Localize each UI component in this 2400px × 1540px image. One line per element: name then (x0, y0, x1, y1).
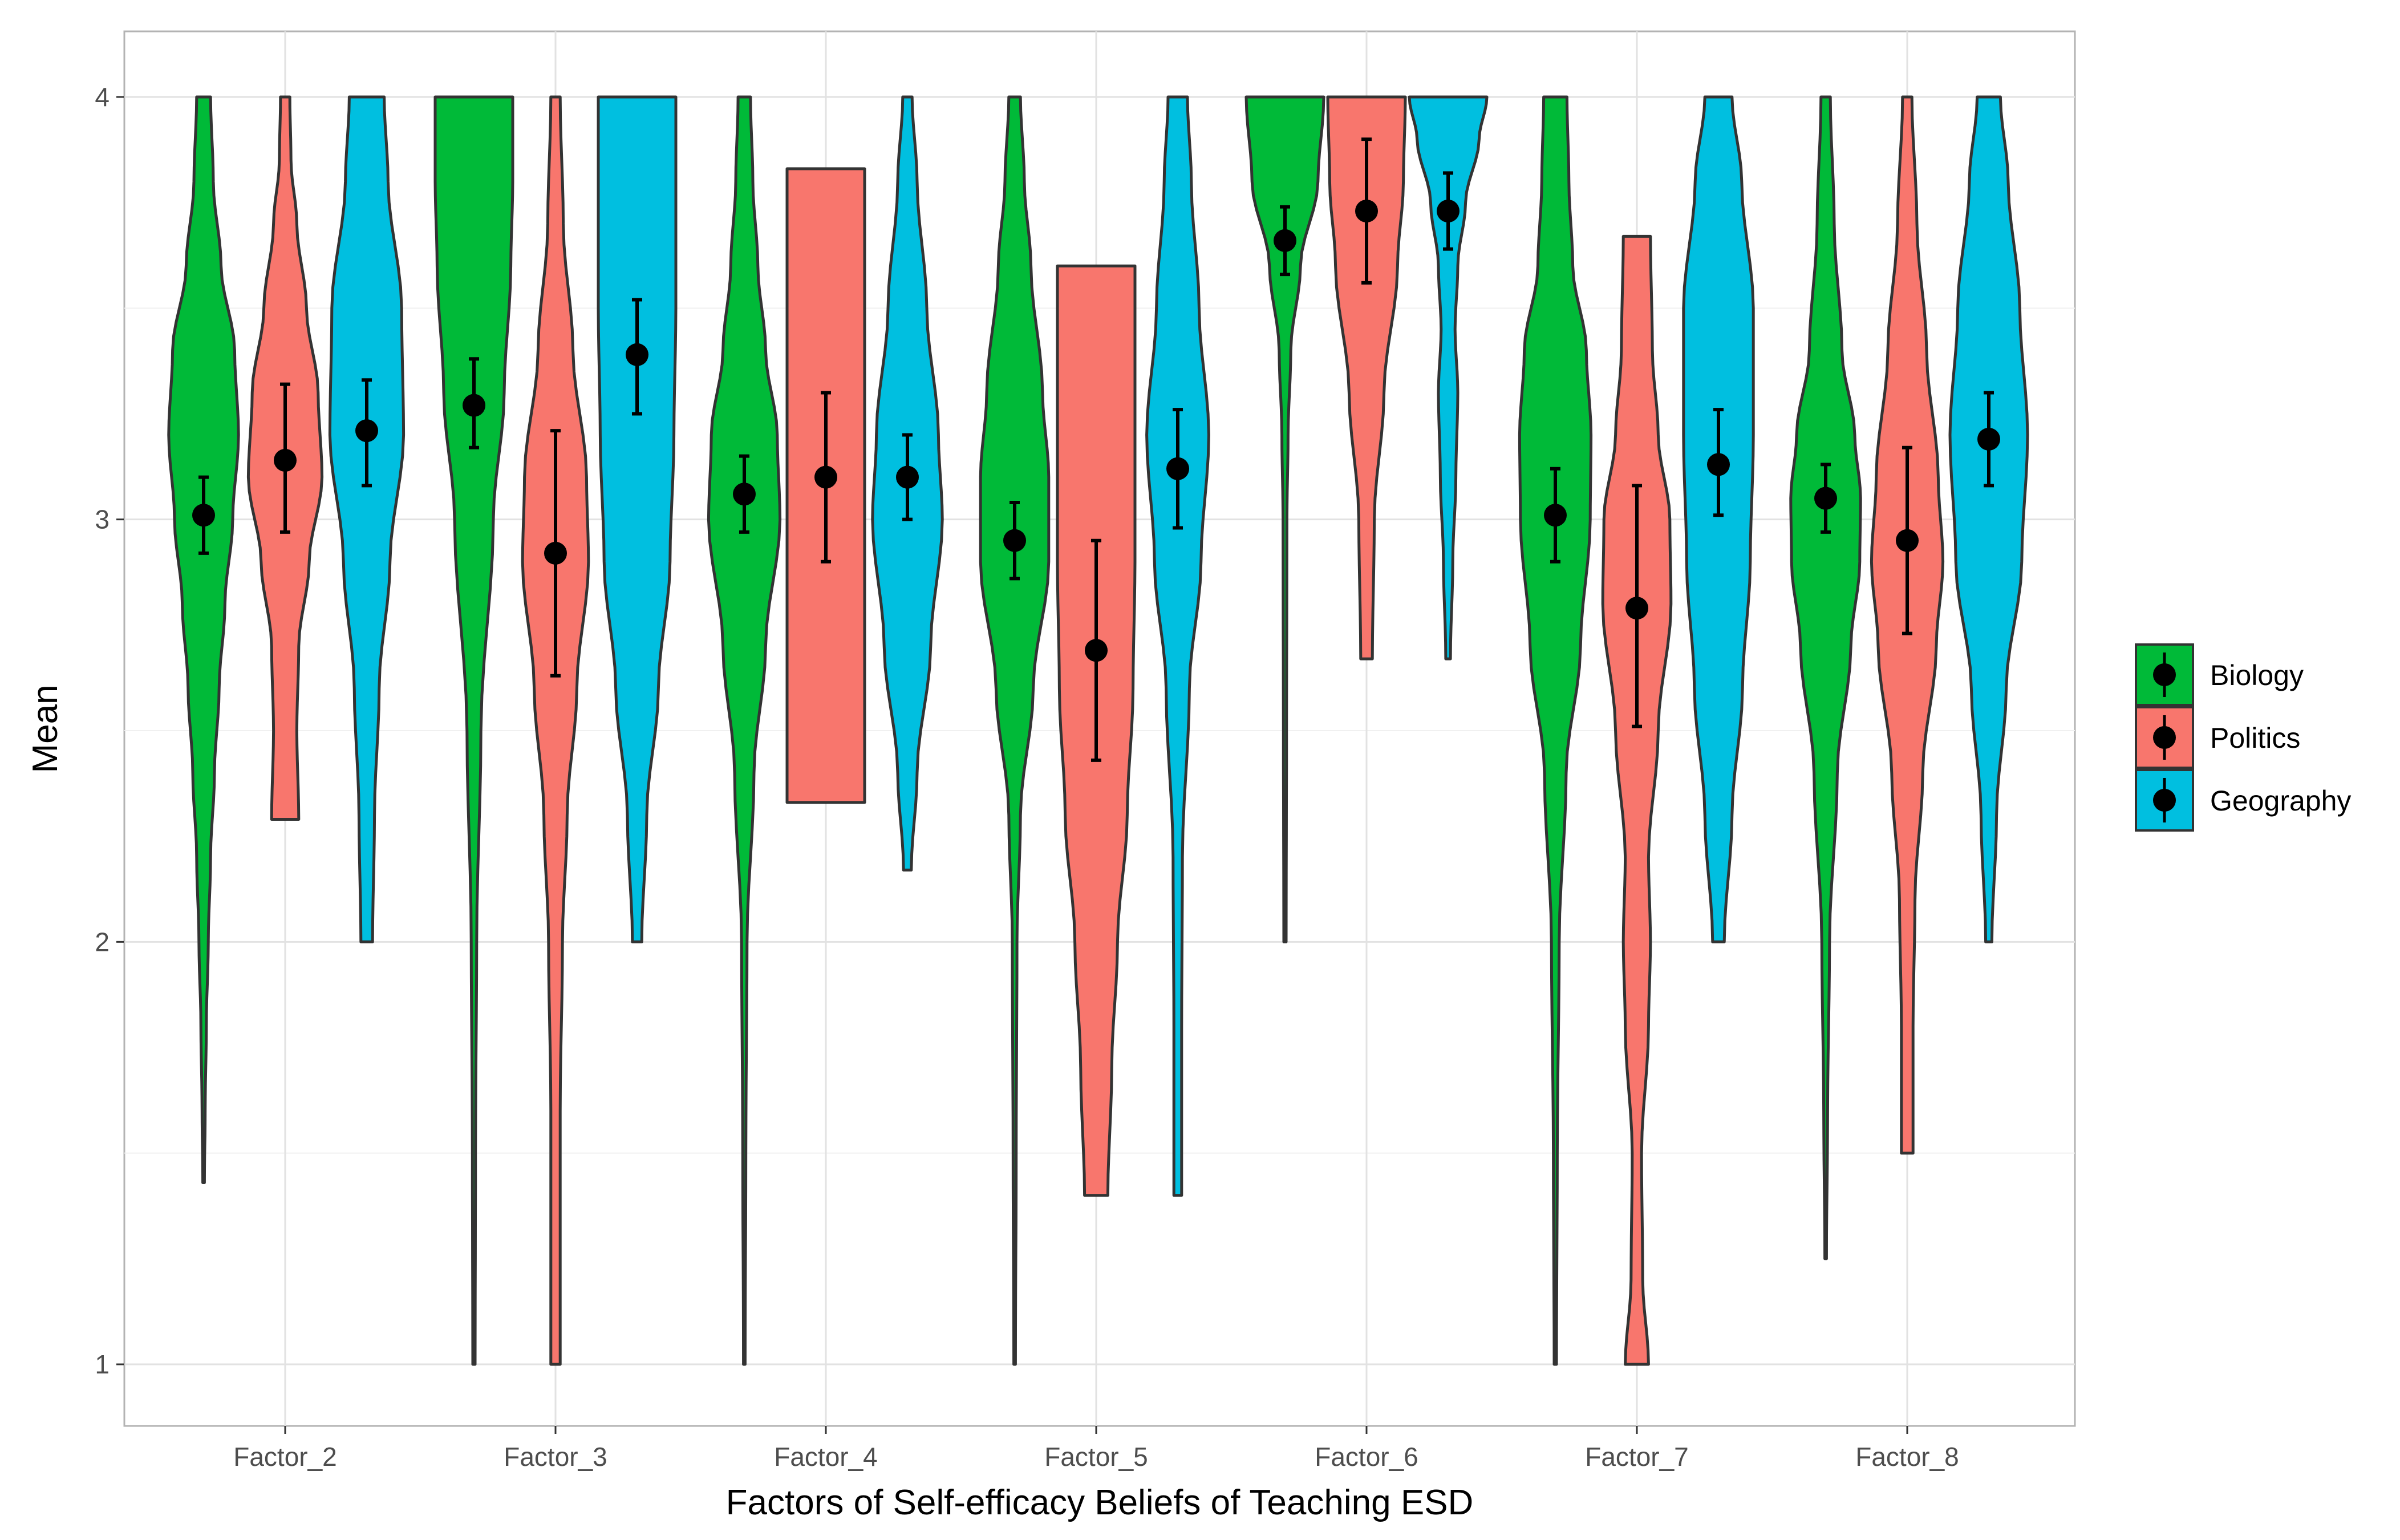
mean-point (814, 465, 837, 489)
x-axis-title: Factors of Self-efficacy Beliefs of Teac… (726, 1483, 1474, 1522)
mean-point (274, 448, 297, 472)
legend-label-biology: Biology (2210, 659, 2304, 691)
x-tick-label: Factor_6 (1315, 1442, 1418, 1472)
y-tick-labels: 1 2 3 4 (95, 82, 124, 1379)
mean-point (1274, 229, 1296, 252)
legend-key-point (2153, 663, 2176, 686)
y-tick-label: 1 (95, 1349, 110, 1379)
violin-biology-factor_7 (1518, 95, 1593, 1366)
x-tick-labels: Factor_2 Factor_3 Factor_4 Factor_5 Factor_6… (233, 1426, 1959, 1472)
violin-geography-factor_2 (328, 95, 406, 943)
mean-point (1707, 453, 1730, 476)
y-tick-label: 4 (95, 82, 110, 112)
mean-point (1814, 487, 1837, 510)
legend-key-point (2153, 789, 2176, 812)
mean-point (463, 394, 485, 417)
y-tick-label: 2 (95, 927, 110, 957)
violin-geography-factor_6 (1408, 95, 1489, 660)
mean-point (626, 343, 648, 366)
mean-point (1166, 457, 1189, 480)
mean-point (1625, 597, 1648, 620)
mean-point (544, 541, 567, 565)
mean-point (733, 483, 756, 506)
violin-biology-factor_3 (433, 95, 514, 1366)
mean-point (1003, 529, 1026, 552)
legend-label-politics: Politics (2210, 722, 2300, 754)
mean-point (192, 504, 215, 527)
legend-key-point (2153, 726, 2176, 749)
x-tick-label: Factor_8 (1855, 1442, 1959, 1472)
y-axis-title: Mean (26, 684, 65, 773)
legend-label-geography: Geography (2210, 785, 2351, 817)
mean-point (1896, 529, 1919, 552)
mean-point (1355, 199, 1378, 222)
violin-geography-factor_7 (1682, 95, 1755, 943)
violin-biology-factor_6 (1244, 95, 1325, 943)
violin-geography-factor_3 (597, 95, 678, 943)
x-tick-label: Factor_5 (1044, 1442, 1148, 1472)
x-tick-label: Factor_7 (1585, 1442, 1689, 1472)
mean-point (355, 419, 378, 443)
mean-point (896, 465, 919, 489)
mean-points (192, 199, 2000, 662)
violin-politics-factor_6 (1326, 95, 1407, 660)
legend: Biology Politics Geography (2135, 643, 2351, 832)
violin-politics-factor_3 (521, 95, 590, 1366)
mean-point (1437, 199, 1460, 222)
x-tick-label: Factor_3 (504, 1442, 607, 1472)
mean-point (1085, 639, 1108, 662)
x-tick-label: Factor_4 (774, 1442, 878, 1472)
x-tick-label: Factor_2 (233, 1442, 337, 1472)
violin-geography-factor_8 (1948, 95, 2029, 943)
violin-biology-factor_8 (1789, 95, 1862, 1261)
violin-biology-factor_2 (167, 95, 240, 1184)
violin-politics-factor_7 (1601, 234, 1673, 1366)
mean-point (1977, 427, 2000, 451)
violin-geography-factor_5 (1145, 95, 1210, 1197)
mean-point (1544, 504, 1567, 527)
y-tick-label: 3 (95, 505, 110, 534)
violin-biology-factor_5 (979, 95, 1051, 1366)
violin-biology-factor_4 (707, 95, 782, 1366)
